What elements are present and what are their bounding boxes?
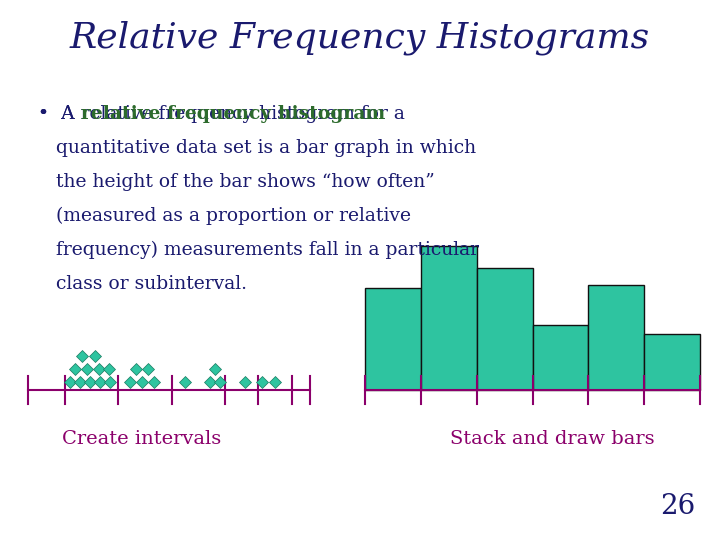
Bar (588, 285, 644, 390)
Text: relative frequency histogram: relative frequency histogram (81, 105, 385, 123)
Bar (365, 288, 420, 390)
Text: quantitative data set is a bar graph in which: quantitative data set is a bar graph in … (38, 139, 476, 157)
Text: Create intervals: Create intervals (63, 430, 222, 448)
Bar (533, 326, 588, 390)
Text: Stack and draw bars: Stack and draw bars (450, 430, 654, 448)
Text: •  A relative frequency histogram for a: • A relative frequency histogram for a (38, 105, 405, 123)
Text: 26: 26 (660, 493, 695, 520)
Bar (477, 268, 533, 390)
Text: frequency) measurements fall in a particular: frequency) measurements fall in a partic… (38, 241, 479, 259)
Bar (420, 246, 477, 390)
Text: (measured as a proportion or relative: (measured as a proportion or relative (38, 207, 411, 225)
Bar (644, 334, 700, 390)
Text: •  A: • A (38, 105, 81, 123)
Text: Relative Frequency Histograms: Relative Frequency Histograms (70, 21, 650, 55)
Text: the height of the bar shows “how often”: the height of the bar shows “how often” (38, 173, 435, 191)
Text: class or subinterval.: class or subinterval. (38, 275, 247, 293)
